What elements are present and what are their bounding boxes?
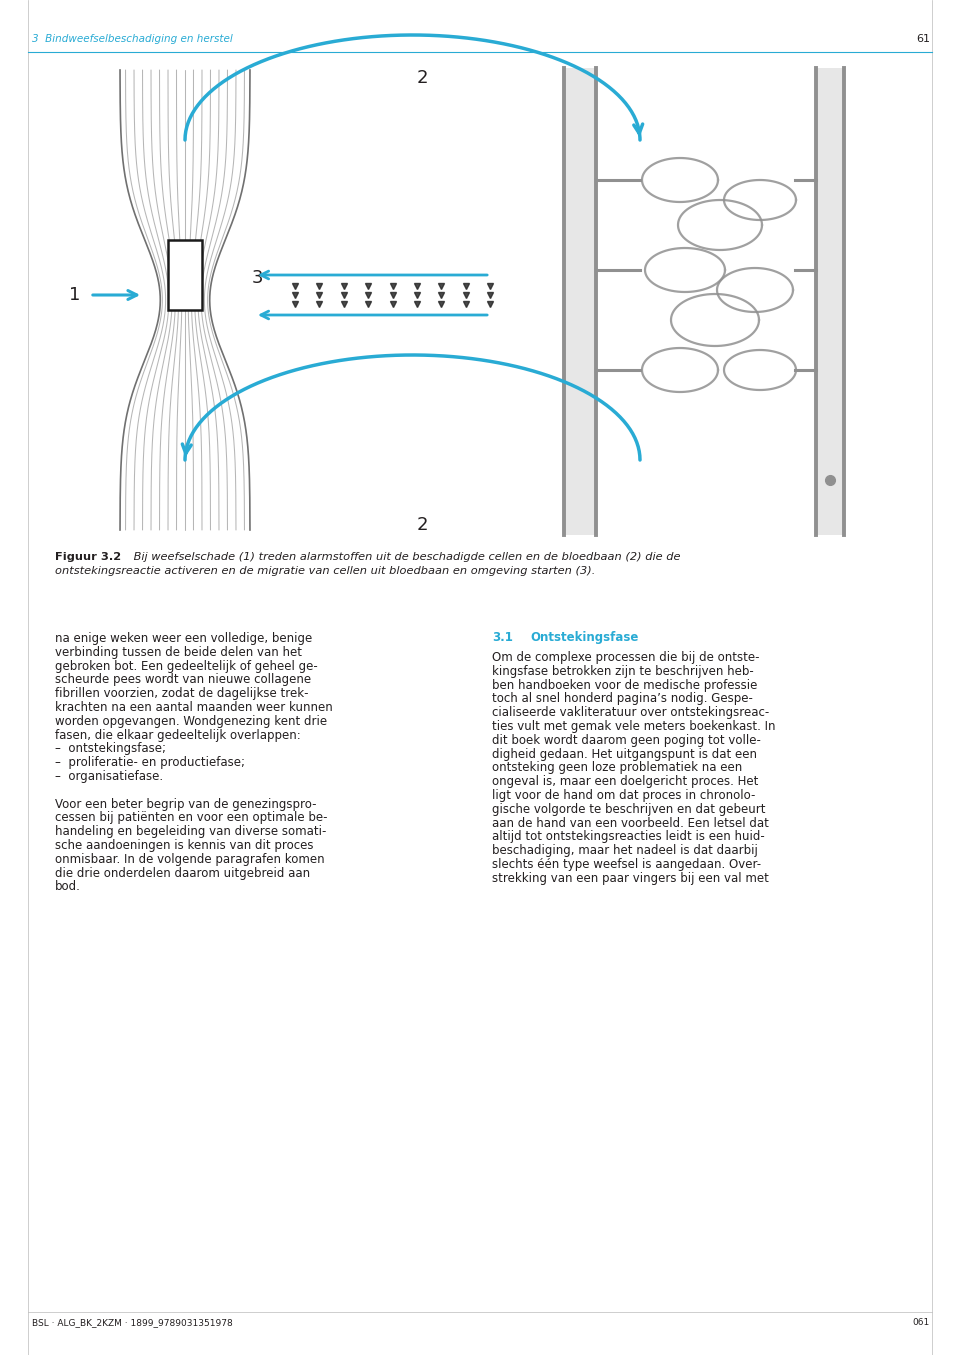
Text: slechts één type weefsel is aangedaan. Over-: slechts één type weefsel is aangedaan. O…	[492, 858, 761, 871]
Text: kingsfase betrokken zijn te beschrijven heb-: kingsfase betrokken zijn te beschrijven …	[492, 665, 754, 678]
Text: aan de hand van een voorbeeld. Een letsel dat: aan de hand van een voorbeeld. Een letse…	[492, 817, 769, 829]
Text: BSL · ALG_BK_2KZM · 1899_9789031351978: BSL · ALG_BK_2KZM · 1899_9789031351978	[32, 1318, 232, 1327]
Text: Figuur 3.2: Figuur 3.2	[55, 551, 121, 562]
Text: 1: 1	[69, 286, 81, 304]
Text: 061: 061	[913, 1318, 930, 1327]
Text: ties vult met gemak vele meters boekenkast. In: ties vult met gemak vele meters boekenka…	[492, 720, 776, 733]
Text: toch al snel honderd pagina’s nodig. Gespe-: toch al snel honderd pagina’s nodig. Ges…	[492, 692, 753, 706]
Bar	[564, 68, 596, 535]
Text: Bij weefselschade (1) treden alarmstoffen uit de beschadigde cellen en de bloedb: Bij weefselschade (1) treden alarmstoffe…	[130, 551, 681, 562]
Text: 2: 2	[417, 69, 428, 87]
Text: onmisbaar. In de volgende paragrafen komen: onmisbaar. In de volgende paragrafen kom…	[55, 852, 324, 866]
Text: Om de complexe processen die bij de ontste-: Om de complexe processen die bij de onts…	[492, 650, 759, 664]
Text: cialiseerde vakliteratuur over ontstekingsreac-: cialiseerde vakliteratuur over ontstekin…	[492, 706, 769, 720]
Text: –  proliferatie- en productiefase;: – proliferatie- en productiefase;	[55, 756, 245, 770]
Text: ongeval is, maar een doelgericht proces. Het: ongeval is, maar een doelgericht proces.…	[492, 775, 758, 789]
Text: scheurde pees wordt van nieuwe collagene: scheurde pees wordt van nieuwe collagene	[55, 673, 311, 687]
Text: 3  Bindweefselbeschadiging en herstel: 3 Bindweefselbeschadiging en herstel	[32, 34, 232, 43]
Text: altijd tot ontstekingsreacties leidt is een huid-: altijd tot ontstekingsreacties leidt is …	[492, 831, 765, 843]
Text: gische volgorde te beschrijven en dat gebeurt: gische volgorde te beschrijven en dat ge…	[492, 802, 765, 816]
Text: ontstekingsreactie activeren en de migratie van cellen uit bloedbaan en omgeving: ontstekingsreactie activeren en de migra…	[55, 566, 595, 576]
Bar	[168, 240, 202, 310]
Text: verbinding tussen de beide delen van het: verbinding tussen de beide delen van het	[55, 646, 302, 659]
Text: –  organisatiefase.: – organisatiefase.	[55, 770, 163, 783]
Text: fasen, die elkaar gedeeltelijk overlappen:: fasen, die elkaar gedeeltelijk overlappe…	[55, 729, 300, 741]
Text: ontsteking geen loze problematiek na een: ontsteking geen loze problematiek na een	[492, 762, 742, 775]
Text: sche aandoeningen is kennis van dit proces: sche aandoeningen is kennis van dit proc…	[55, 839, 314, 852]
Text: ben handboeken voor de medische professie: ben handboeken voor de medische professi…	[492, 679, 757, 691]
Text: 2: 2	[417, 516, 428, 534]
Text: cessen bij patiënten en voor een optimale be-: cessen bij patiënten en voor een optimal…	[55, 812, 327, 824]
Text: die drie onderdelen daarom uitgebreid aan: die drie onderdelen daarom uitgebreid aa…	[55, 867, 310, 879]
Text: digheid gedaan. Het uitgangspunt is dat een: digheid gedaan. Het uitgangspunt is dat …	[492, 748, 757, 760]
Text: Ontstekingsfase: Ontstekingsfase	[530, 631, 638, 644]
Text: fibrillen voorzien, zodat de dagelijkse trek-: fibrillen voorzien, zodat de dagelijkse …	[55, 687, 308, 701]
Text: bod.: bod.	[55, 881, 81, 893]
Text: Voor een beter begrip van de genezingspro-: Voor een beter begrip van de genezingspr…	[55, 798, 317, 810]
Text: na enige weken weer een volledige, benige: na enige weken weer een volledige, benig…	[55, 631, 312, 645]
Text: worden opgevangen. Wondgenezing kent drie: worden opgevangen. Wondgenezing kent dri…	[55, 715, 327, 728]
Text: –  ontstekingsfase;: – ontstekingsfase;	[55, 743, 166, 755]
Text: handeling en begeleiding van diverse somati-: handeling en begeleiding van diverse som…	[55, 825, 326, 839]
Text: ligt voor de hand om dat proces in chronolo-: ligt voor de hand om dat proces in chron…	[492, 789, 756, 802]
Text: 3: 3	[252, 270, 263, 287]
Bar	[816, 68, 844, 535]
Text: beschadiging, maar het nadeel is dat daarbij: beschadiging, maar het nadeel is dat daa…	[492, 844, 757, 858]
Text: 3.1: 3.1	[492, 631, 513, 644]
Text: krachten na een aantal maanden weer kunnen: krachten na een aantal maanden weer kunn…	[55, 701, 333, 714]
Text: strekking van een paar vingers bij een val met: strekking van een paar vingers bij een v…	[492, 871, 769, 885]
Text: 61: 61	[916, 34, 930, 43]
Text: gebroken bot. Een gedeeltelijk of geheel ge-: gebroken bot. Een gedeeltelijk of geheel…	[55, 660, 318, 672]
Text: dit boek wordt daarom geen poging tot volle-: dit boek wordt daarom geen poging tot vo…	[492, 734, 761, 747]
